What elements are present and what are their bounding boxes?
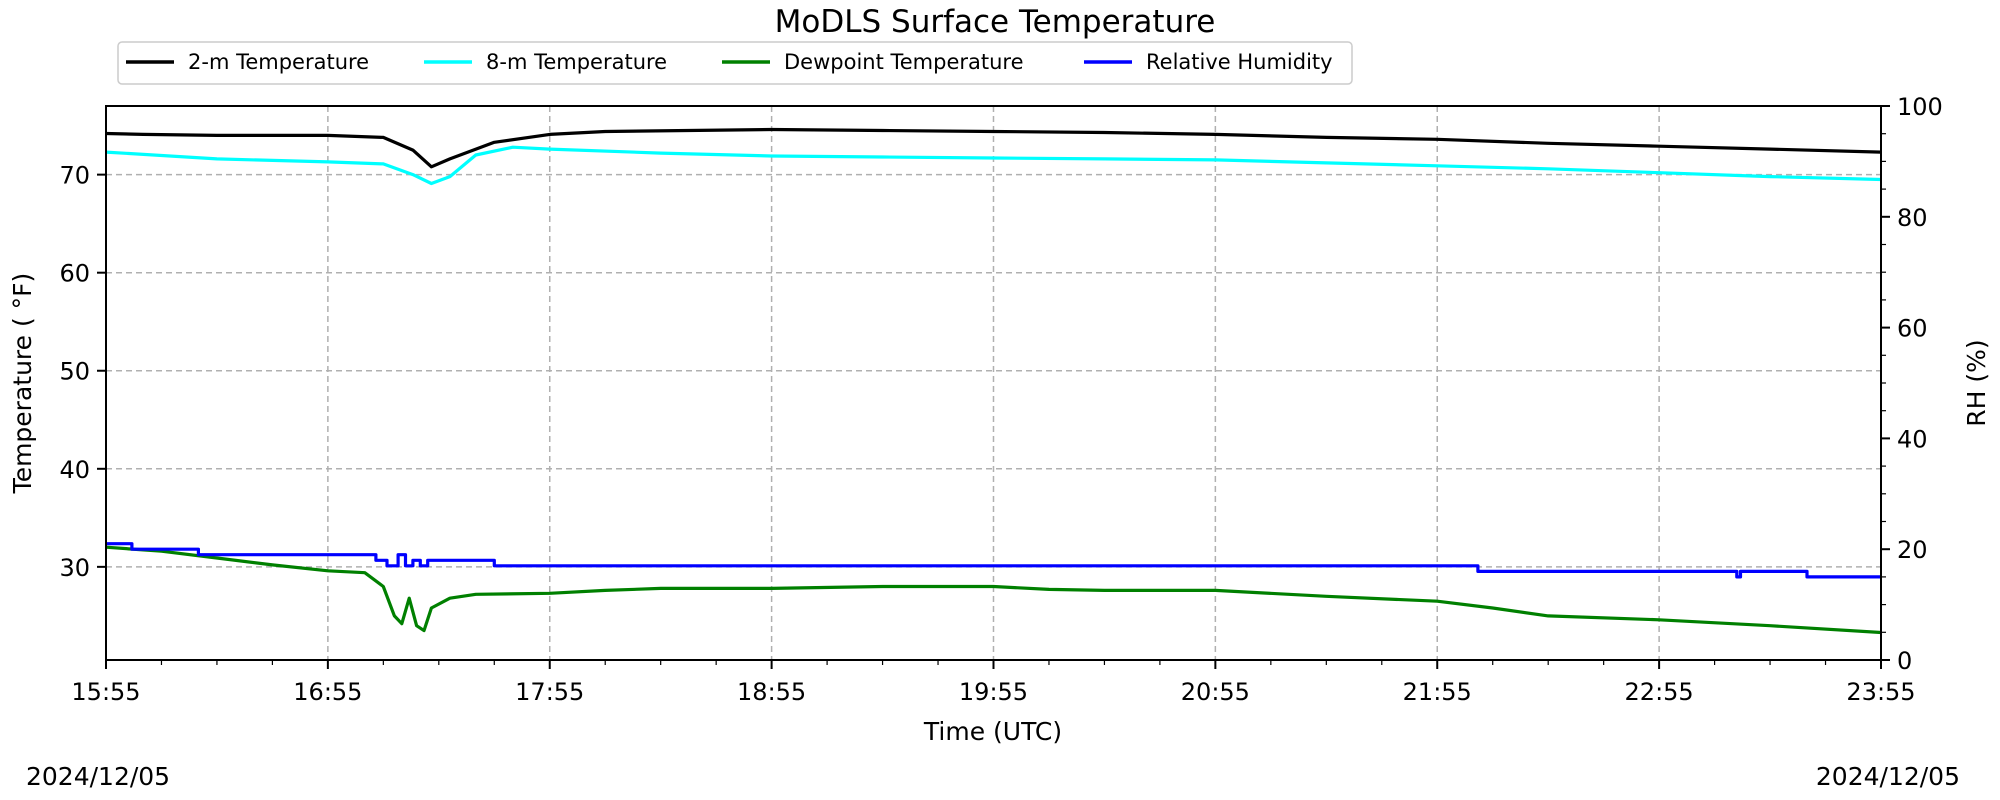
legend-item-2-m-temperature: 2-m Temperature xyxy=(126,50,369,74)
date-right: 2024/12/05 xyxy=(1816,762,1960,791)
legend: 2-m Temperature 8-m Temperature Dewpoint T… xyxy=(117,41,1353,85)
y-left-tick-label: 60 xyxy=(59,260,90,288)
plot-area xyxy=(105,105,1882,661)
legend-item-8-m-temperature: 8-m Temperature xyxy=(424,50,667,74)
y-axis-right-label: RH (%) xyxy=(1962,339,1991,426)
x-tick-label: 22:55 xyxy=(1625,678,1694,706)
x-axis-label: Time (UTC) xyxy=(923,717,1062,746)
legend-label: 8-m Temperature xyxy=(486,50,667,74)
y-right-tick-label: 20 xyxy=(1897,536,1928,564)
y-right-tick-label: 40 xyxy=(1897,425,1928,453)
x-tick-label: 16:55 xyxy=(293,678,362,706)
x-tick-label: 17:55 xyxy=(515,678,584,706)
legend-item-relative-humidity: Relative Humidity xyxy=(1084,50,1333,74)
chart-title: MoDLS Surface Temperature xyxy=(775,4,1216,40)
legend-label: Relative Humidity xyxy=(1146,50,1333,74)
x-axis: 15:55 16:55 17:55 18:55 19:55 20:55 21:55 22:55… xyxy=(71,660,1916,706)
series-relative-humidity-line xyxy=(106,542,1881,579)
y-left-tick-label: 50 xyxy=(59,358,90,386)
y-axis-right: 0 20 40 60 80 100 xyxy=(1881,93,1943,675)
y-left-tick-label: 40 xyxy=(59,456,90,484)
x-tick-label: 19:55 xyxy=(959,678,1028,706)
y-left-tick-label: 30 xyxy=(59,554,90,582)
x-tick-label: 20:55 xyxy=(1181,678,1250,706)
gridlines xyxy=(106,106,1881,660)
x-tick-label: 15:55 xyxy=(71,678,140,706)
y-left-tick-label: 70 xyxy=(59,162,90,190)
x-tick-label: 18:55 xyxy=(737,678,806,706)
x-tick-label: 21:55 xyxy=(1403,678,1472,706)
legend-item-dewpoint-temperature: Dewpoint Temperature xyxy=(722,50,1024,74)
legend-label: Dewpoint Temperature xyxy=(784,50,1024,74)
y-right-tick-label: 0 xyxy=(1897,647,1912,675)
x-tick-label: 23:55 xyxy=(1846,678,1915,706)
date-left: 2024/12/05 xyxy=(26,762,170,791)
series-8-m-temperature-line xyxy=(105,145,1882,186)
legend-label: 2-m Temperature xyxy=(188,50,369,74)
series-lines xyxy=(105,127,1882,635)
y-right-tick-label: 80 xyxy=(1897,204,1928,232)
y-right-tick-label: 100 xyxy=(1897,93,1943,121)
y-axis-left-label: Temperature ( °F) xyxy=(8,273,37,495)
series-dewpoint-temperature-line xyxy=(105,545,1882,635)
series-2-m-temperature-line xyxy=(105,127,1882,169)
y-right-tick-label: 60 xyxy=(1897,315,1928,343)
y-axis-left: 30 40 50 60 70 xyxy=(59,162,106,582)
